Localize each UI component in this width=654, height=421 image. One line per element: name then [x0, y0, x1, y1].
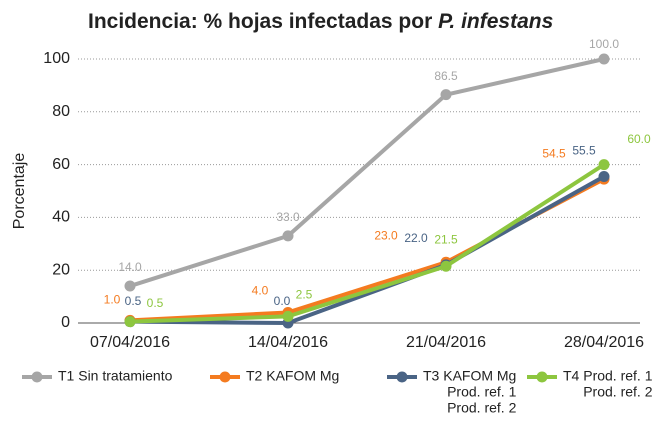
x-tick-label: 21/04/2016 [406, 334, 486, 351]
value-label: 2.5 [296, 288, 313, 302]
data-point [282, 230, 294, 242]
y-tick-label: 60 [52, 156, 70, 173]
legend-label: T2 KAFOM Mg [246, 368, 339, 384]
data-point [124, 280, 136, 292]
legend-label: Prod. ref. 2 [447, 400, 516, 416]
data-point [124, 316, 136, 328]
title-italic: P. infestans [438, 10, 553, 33]
legend-label: Prod. ref. 1 [447, 384, 516, 400]
chart-title: Incidencia: % hojas infectadas por P. in… [88, 10, 553, 33]
series-line [129, 57, 605, 288]
x-tick-label: 14/04/2016 [248, 334, 328, 351]
legend-marker [219, 371, 231, 383]
data-point [440, 89, 452, 101]
y-tick-label: 100 [43, 50, 70, 67]
y-tick-label: 40 [52, 209, 70, 226]
series-line [129, 174, 605, 325]
data-point [598, 159, 610, 171]
x-tick-label: 07/04/2016 [90, 334, 170, 351]
value-label: 33.0 [276, 210, 300, 224]
value-label: 60.0 [627, 132, 651, 146]
legend-label: T4 Prod. ref. 1 [563, 368, 653, 384]
value-label: 86.5 [434, 69, 458, 83]
data-point [598, 170, 610, 182]
value-label: 0.5 [147, 296, 164, 310]
data-point [440, 260, 452, 272]
y-tick-label: 80 [52, 103, 70, 120]
series-line [129, 177, 605, 323]
value-label: 55.5 [572, 144, 596, 158]
data-point [598, 53, 610, 65]
legend-marker [536, 371, 548, 383]
legend-label: Prod. ref. 2 [583, 384, 652, 400]
legend-marker [31, 371, 43, 383]
value-label: 1.0 [104, 293, 121, 307]
value-label: 23.0 [374, 228, 398, 242]
legend-label: T3 KAFOM Mg [423, 368, 516, 384]
data-point [282, 310, 294, 322]
value-label: 0.5 [125, 294, 142, 308]
legend-label: T1 Sin tratamiento [58, 368, 173, 384]
y-tick-label: 0 [61, 314, 70, 331]
series-line [129, 162, 606, 324]
value-label: 100.0 [589, 37, 619, 51]
legend-marker [396, 371, 408, 383]
value-label: 54.5 [542, 146, 566, 160]
value-label: 14.0 [118, 260, 142, 274]
y-tick-label: 20 [52, 261, 70, 278]
value-label: 0.0 [274, 294, 291, 308]
y-axis-label: Porcentaje [11, 153, 28, 230]
value-label: 4.0 [252, 284, 269, 298]
title-main: Incidencia: % hojas infectadas por [88, 10, 432, 33]
value-label: 21.5 [434, 232, 458, 246]
value-label: 22.0 [404, 231, 428, 245]
x-tick-label: 28/04/2016 [564, 334, 644, 351]
